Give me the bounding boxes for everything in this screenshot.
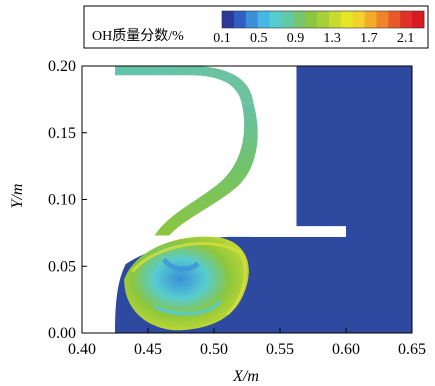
colorbar-swatches xyxy=(221,10,425,29)
outer-wall xyxy=(82,66,135,333)
colorbar-swatch xyxy=(245,11,259,28)
colorbar-frame xyxy=(83,5,429,49)
colorbar-swatch xyxy=(269,11,282,28)
x-tick-label: 0.50 xyxy=(200,341,228,358)
y-tick-label: 0.10 xyxy=(48,192,76,209)
plot-area: 0.40 0.45 0.50 0.55 0.60 0.65 0.00 0.05 0.10 0.1… xyxy=(9,58,426,385)
x-tick-label: 0.40 xyxy=(68,341,96,358)
wall-region xyxy=(249,66,346,237)
colorbar-tick-label: 1.7 xyxy=(360,31,378,46)
colorbar-tick-label: 0.1 xyxy=(213,31,231,46)
colorbar-swatch xyxy=(400,11,413,28)
colorbar-label: OH质量分数/% xyxy=(92,28,184,44)
x-tick-label: 0.60 xyxy=(332,341,360,358)
x-axis-ticks: 0.40 0.45 0.50 0.55 0.60 0.65 xyxy=(68,328,426,358)
y-tick-label: 0.00 xyxy=(48,325,76,342)
y-axis-ticks: 0.00 0.05 0.10 0.15 0.20 xyxy=(48,58,87,342)
colorbar-swatch xyxy=(222,11,235,28)
colorbar-swatch xyxy=(293,11,306,28)
y-tick-label: 0.05 xyxy=(48,258,76,275)
contour-field xyxy=(82,66,412,333)
descending-jet xyxy=(154,103,258,236)
x-tick-label: 0.45 xyxy=(134,341,162,358)
x-tick-label: 0.65 xyxy=(398,341,426,358)
colorbar-tick-label: 2.1 xyxy=(397,31,415,46)
colorbar-tick-labels: 0.1 0.5 0.9 1.3 1.7 2.1 xyxy=(213,31,414,46)
vortex-inner-streak xyxy=(153,299,223,316)
colorbar-swatch xyxy=(388,11,401,28)
inlet-jet xyxy=(115,66,254,104)
colorbar-swatch xyxy=(305,11,318,28)
colorbar-swatch xyxy=(352,11,365,28)
colorbar-tick-label: 0.5 xyxy=(250,31,268,46)
colorbar: OH质量分数/% 0.1 0.5 0.9 1.3 1.7 2.1 xyxy=(83,5,429,49)
y-tick-label: 0.20 xyxy=(48,58,76,75)
colorbar-swatch xyxy=(340,11,354,28)
colorbar-tick-label: 1.3 xyxy=(323,31,341,46)
colorbar-swatch xyxy=(317,11,330,28)
vortex-rim xyxy=(131,242,247,316)
colorbar-swatch xyxy=(233,11,247,28)
y-axis-label: Y/m xyxy=(9,184,26,209)
colorbar-swatch xyxy=(376,11,389,28)
colorbar-swatch xyxy=(281,11,294,28)
y-tick-label: 0.15 xyxy=(48,125,76,142)
colorbar-swatch xyxy=(412,11,425,28)
colorbar-swatch xyxy=(364,11,377,28)
x-tick-label: 0.55 xyxy=(266,341,294,358)
colorbar-tick-label: 0.9 xyxy=(287,31,305,46)
colorbar-swatch xyxy=(257,11,270,28)
colorbar-outline xyxy=(221,10,425,29)
x-axis-label: X/m xyxy=(232,368,259,385)
vortex-core xyxy=(161,257,200,272)
colorbar-swatch xyxy=(328,11,342,28)
